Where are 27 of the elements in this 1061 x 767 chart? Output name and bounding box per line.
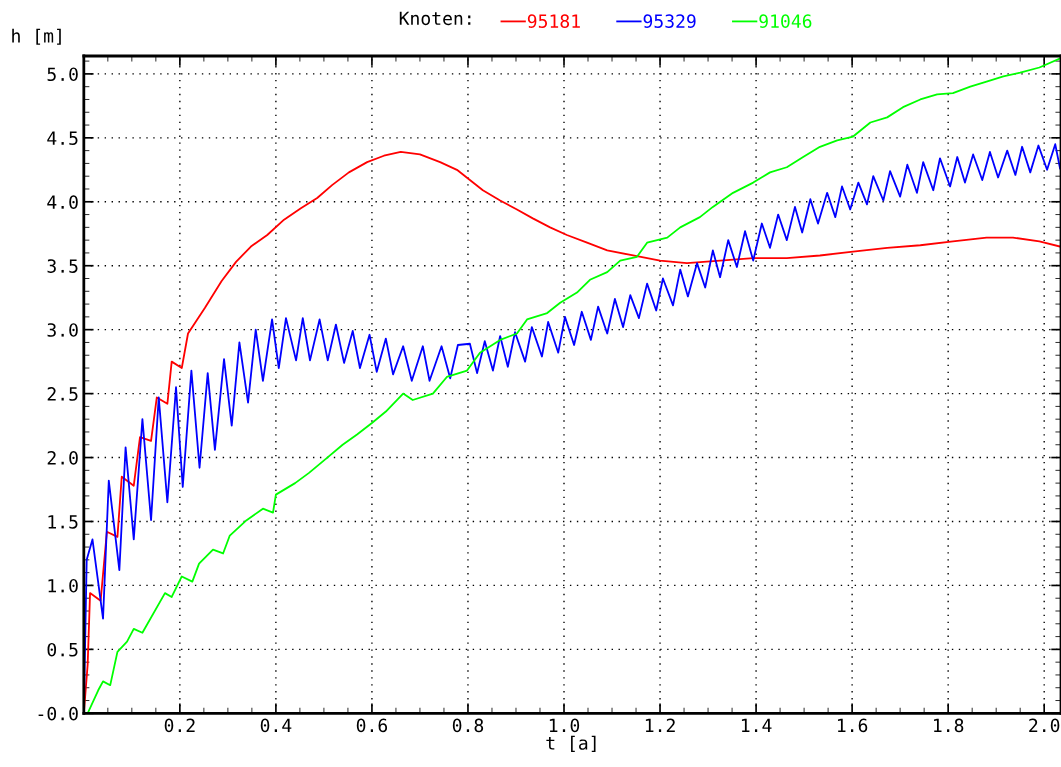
x-tick-label: 1.8 xyxy=(934,718,964,733)
x-tick-label: 2.0 xyxy=(1029,718,1060,733)
y-tick-label: 2.0 xyxy=(47,451,78,465)
legend-label: 95329 xyxy=(643,14,696,28)
y-tick-label: 1.5 xyxy=(48,515,78,529)
x-tick-label: 0.2 xyxy=(164,718,195,733)
x-tick-label: 1.4 xyxy=(741,718,772,732)
legend-label: 91046 xyxy=(759,14,812,28)
y-tick-label: 1.0 xyxy=(48,578,78,593)
y-tick-label: -0.0 xyxy=(38,706,78,721)
y-tick-label: 0.5 xyxy=(47,642,78,657)
legend-label: 95181 xyxy=(527,14,580,28)
x-tick-label: 0.8 xyxy=(452,718,484,733)
x-tick-label: 1.2 xyxy=(645,718,675,732)
x-tick-label: 0.6 xyxy=(356,718,388,733)
y-tick-label: 4.5 xyxy=(47,131,78,145)
x-tick-label: 1.0 xyxy=(549,718,580,733)
y-tick-label: 3.0 xyxy=(47,323,78,337)
legend-title: Knoten: xyxy=(399,11,471,26)
x-axis-title: t [a] xyxy=(546,735,596,752)
y-tick-label: 2.5 xyxy=(47,387,78,401)
y-tick-label: 5.0 xyxy=(47,67,78,82)
x-tick-label: 0.4 xyxy=(260,718,292,733)
y-tick-label: 3.5 xyxy=(47,259,78,273)
y-tick-label: 4.0 xyxy=(47,195,78,209)
y-axis-title: h [m] xyxy=(12,28,61,45)
x-tick-label: 1.6 xyxy=(837,718,868,733)
